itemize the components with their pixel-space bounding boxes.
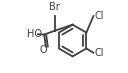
Text: Cl: Cl xyxy=(95,11,104,21)
Text: Cl: Cl xyxy=(95,48,104,58)
Text: Br: Br xyxy=(49,2,60,12)
Text: HO: HO xyxy=(27,29,42,39)
Text: O: O xyxy=(39,45,47,55)
